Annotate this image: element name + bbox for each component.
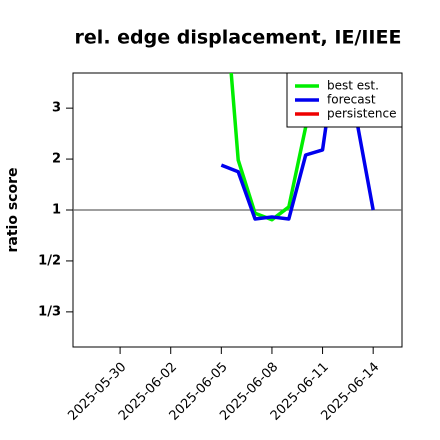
legend-label: persistence (327, 107, 396, 121)
legend-label: forecast (327, 93, 376, 107)
y-tick-label: 1/3 (38, 304, 61, 319)
y-axis-label: ratio score (5, 168, 21, 253)
y-tick-label: 3 (52, 101, 61, 116)
y-tick-label: 1 (52, 202, 61, 217)
y-tick-label: 2 (52, 152, 61, 167)
chart-title: rel. edge displacement, IE/IIEE (75, 27, 402, 49)
legend-label: best est. (327, 79, 379, 93)
y-tick-label: 1/2 (38, 253, 61, 268)
